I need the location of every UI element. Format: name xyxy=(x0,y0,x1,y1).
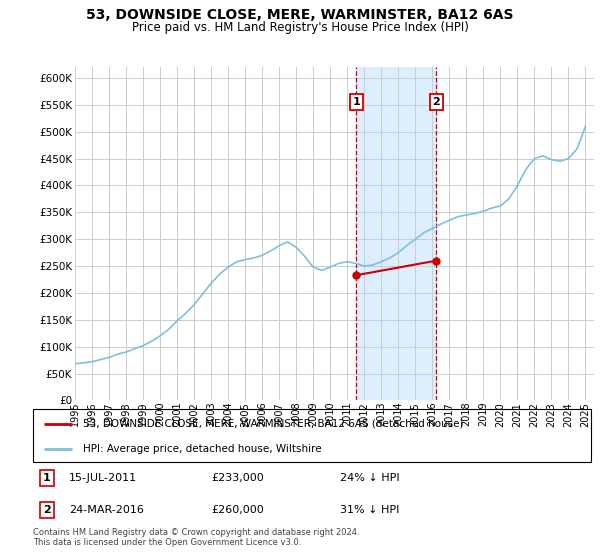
Text: £260,000: £260,000 xyxy=(212,505,265,515)
Text: HPI: Average price, detached house, Wiltshire: HPI: Average price, detached house, Wilt… xyxy=(83,444,322,454)
Text: 53, DOWNSIDE CLOSE, MERE, WARMINSTER, BA12 6AS: 53, DOWNSIDE CLOSE, MERE, WARMINSTER, BA… xyxy=(86,8,514,22)
Text: 15-JUL-2011: 15-JUL-2011 xyxy=(69,473,137,483)
Text: 24-MAR-2016: 24-MAR-2016 xyxy=(69,505,144,515)
Text: 31% ↓ HPI: 31% ↓ HPI xyxy=(340,505,399,515)
Bar xyxy=(356,67,436,400)
Text: Contains HM Land Registry data © Crown copyright and database right 2024.
This d: Contains HM Land Registry data © Crown c… xyxy=(33,528,359,547)
Text: 53, DOWNSIDE CLOSE, MERE, WARMINSTER, BA12 6AS (detached house): 53, DOWNSIDE CLOSE, MERE, WARMINSTER, BA… xyxy=(83,419,464,429)
Text: 24% ↓ HPI: 24% ↓ HPI xyxy=(340,473,400,483)
Text: £233,000: £233,000 xyxy=(212,473,265,483)
Text: 2: 2 xyxy=(433,97,440,107)
Text: 1: 1 xyxy=(43,473,51,483)
Text: 1: 1 xyxy=(353,97,361,107)
Text: Price paid vs. HM Land Registry's House Price Index (HPI): Price paid vs. HM Land Registry's House … xyxy=(131,21,469,34)
Text: 2: 2 xyxy=(43,505,51,515)
